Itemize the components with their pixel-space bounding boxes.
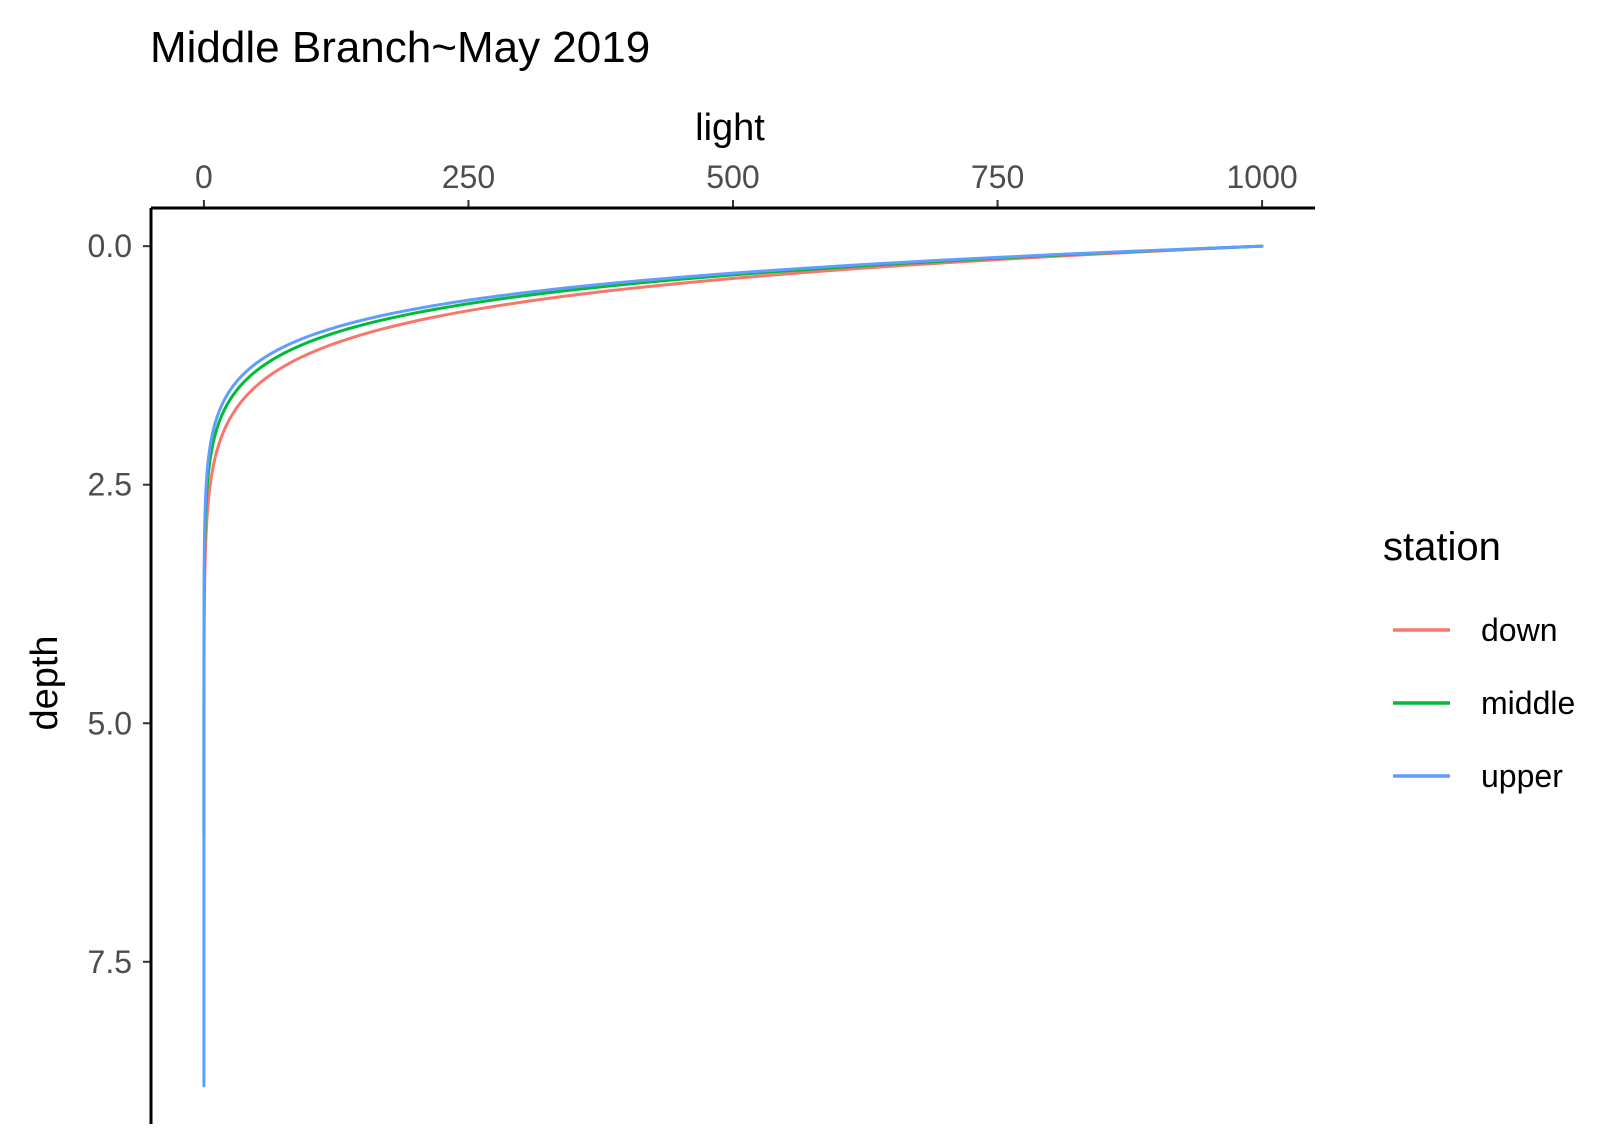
y-axis-ticks: 0.0 2.5 5.0 7.5 xyxy=(88,228,151,980)
y-tick-label: 2.5 xyxy=(88,467,132,503)
y-tick-label: 5.0 xyxy=(88,705,132,741)
x-tick-label: 1000 xyxy=(1226,159,1297,195)
x-tick-label: 250 xyxy=(442,159,495,195)
series-layer xyxy=(202,244,1264,1088)
x-tick-label: 750 xyxy=(971,159,1024,195)
series-line-upper xyxy=(202,244,1264,1088)
y-tick-label: 0.0 xyxy=(88,228,132,264)
legend-label-down: down xyxy=(1481,612,1558,648)
y-axis-title: depth xyxy=(24,635,66,730)
x-tick-label: 500 xyxy=(706,159,759,195)
x-axis-title: light xyxy=(695,107,765,149)
legend-title: station xyxy=(1383,525,1501,569)
x-axis-ticks: 0 250 500 750 1000 xyxy=(195,159,1298,208)
legend: down middle upper xyxy=(1393,612,1575,794)
y-tick-label: 7.5 xyxy=(88,944,132,980)
series-line-down xyxy=(202,244,1264,658)
x-tick-label: 0 xyxy=(195,159,213,195)
legend-label-middle: middle xyxy=(1481,685,1575,721)
legend-label-upper: upper xyxy=(1481,758,1563,794)
chart-title: Middle Branch~May 2019 xyxy=(150,23,650,72)
